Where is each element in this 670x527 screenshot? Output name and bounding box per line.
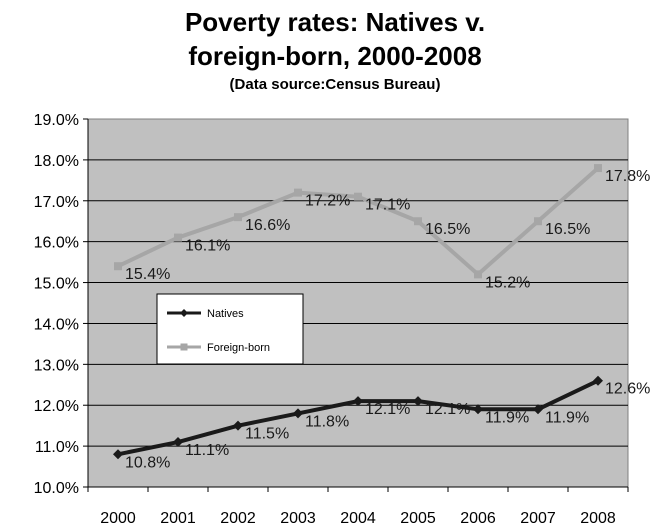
data-label: 11.9% — [545, 409, 589, 426]
y-tick-label: 19.0% — [34, 112, 79, 129]
data-point-natives — [473, 404, 483, 415]
data-point-natives — [233, 420, 243, 431]
data-point-foreign-born — [534, 217, 542, 226]
x-tick-label: 2007 — [520, 510, 556, 527]
y-tick-label: 16.0% — [34, 235, 79, 252]
data-point-foreign-born — [294, 188, 302, 197]
y-tick-label: 18.0% — [34, 153, 79, 170]
data-point-foreign-born — [174, 233, 182, 242]
data-label: 17.1% — [365, 197, 410, 214]
x-tick-label: 2002 — [220, 510, 256, 527]
data-point-natives — [533, 404, 543, 415]
data-point-natives — [293, 408, 303, 419]
chart-title-line-1: Poverty rates: Natives v. — [184, 7, 486, 37]
y-tick-label: 17.0% — [34, 194, 79, 211]
chart-subtitle: (Data source:Census Bureau) — [229, 76, 441, 93]
y-tick-label: 10.0% — [34, 480, 79, 497]
data-point-natives — [113, 449, 123, 460]
data-label: 10.8% — [125, 454, 170, 471]
data-point-foreign-born — [474, 270, 482, 279]
x-tick-label: 2008 — [580, 510, 616, 527]
legend-label: Natives — [207, 308, 244, 320]
x-tick-label: 2005 — [400, 510, 436, 527]
data-point-foreign-born — [234, 213, 242, 222]
y-tick-label: 12.0% — [34, 398, 79, 415]
data-label: 12.1% — [425, 401, 470, 418]
legend-label: Foreign-born — [207, 342, 270, 354]
data-point-foreign-born — [354, 192, 362, 201]
x-tick-label: 2006 — [460, 510, 496, 527]
data-label: 17.8% — [605, 168, 650, 185]
data-point-natives — [173, 437, 183, 448]
y-tick-label: 11.0% — [35, 439, 79, 456]
data-label: 12.1% — [365, 401, 410, 418]
data-label: 16.5% — [425, 221, 470, 238]
data-point-foreign-born — [114, 262, 122, 271]
data-label: 16.1% — [185, 238, 230, 255]
data-point-natives — [593, 375, 603, 386]
x-tick-label: 2003 — [280, 510, 316, 527]
data-label: 15.4% — [125, 266, 170, 283]
y-tick-label: 13.0% — [34, 357, 79, 374]
x-tick-label: 2001 — [160, 510, 196, 527]
legend-marker — [180, 343, 188, 351]
x-tick-label: 2004 — [340, 510, 376, 527]
legend-box — [156, 293, 304, 365]
data-label: 11.9% — [485, 409, 529, 426]
y-tick-label: 14.0% — [34, 316, 79, 333]
data-label: 12.6% — [605, 381, 650, 398]
y-tick-label: 15.0% — [34, 276, 79, 293]
chart-title-line-2: foreign-born, 2000-2008 — [188, 41, 482, 71]
data-label: 11.1% — [185, 442, 229, 459]
data-point-natives — [413, 396, 423, 407]
x-tick-label: 2000 — [100, 510, 136, 527]
data-point-foreign-born — [414, 217, 422, 226]
data-point-foreign-born — [594, 164, 602, 173]
data-label: 16.5% — [545, 221, 590, 238]
data-point-natives — [353, 396, 363, 407]
data-label: 16.6% — [245, 217, 290, 234]
data-label: 11.5% — [245, 426, 289, 443]
data-label: 17.2% — [305, 193, 350, 210]
plot-area — [87, 118, 629, 488]
legend-marker — [180, 309, 188, 317]
data-label: 15.2% — [485, 274, 530, 291]
data-label: 11.8% — [305, 413, 349, 430]
